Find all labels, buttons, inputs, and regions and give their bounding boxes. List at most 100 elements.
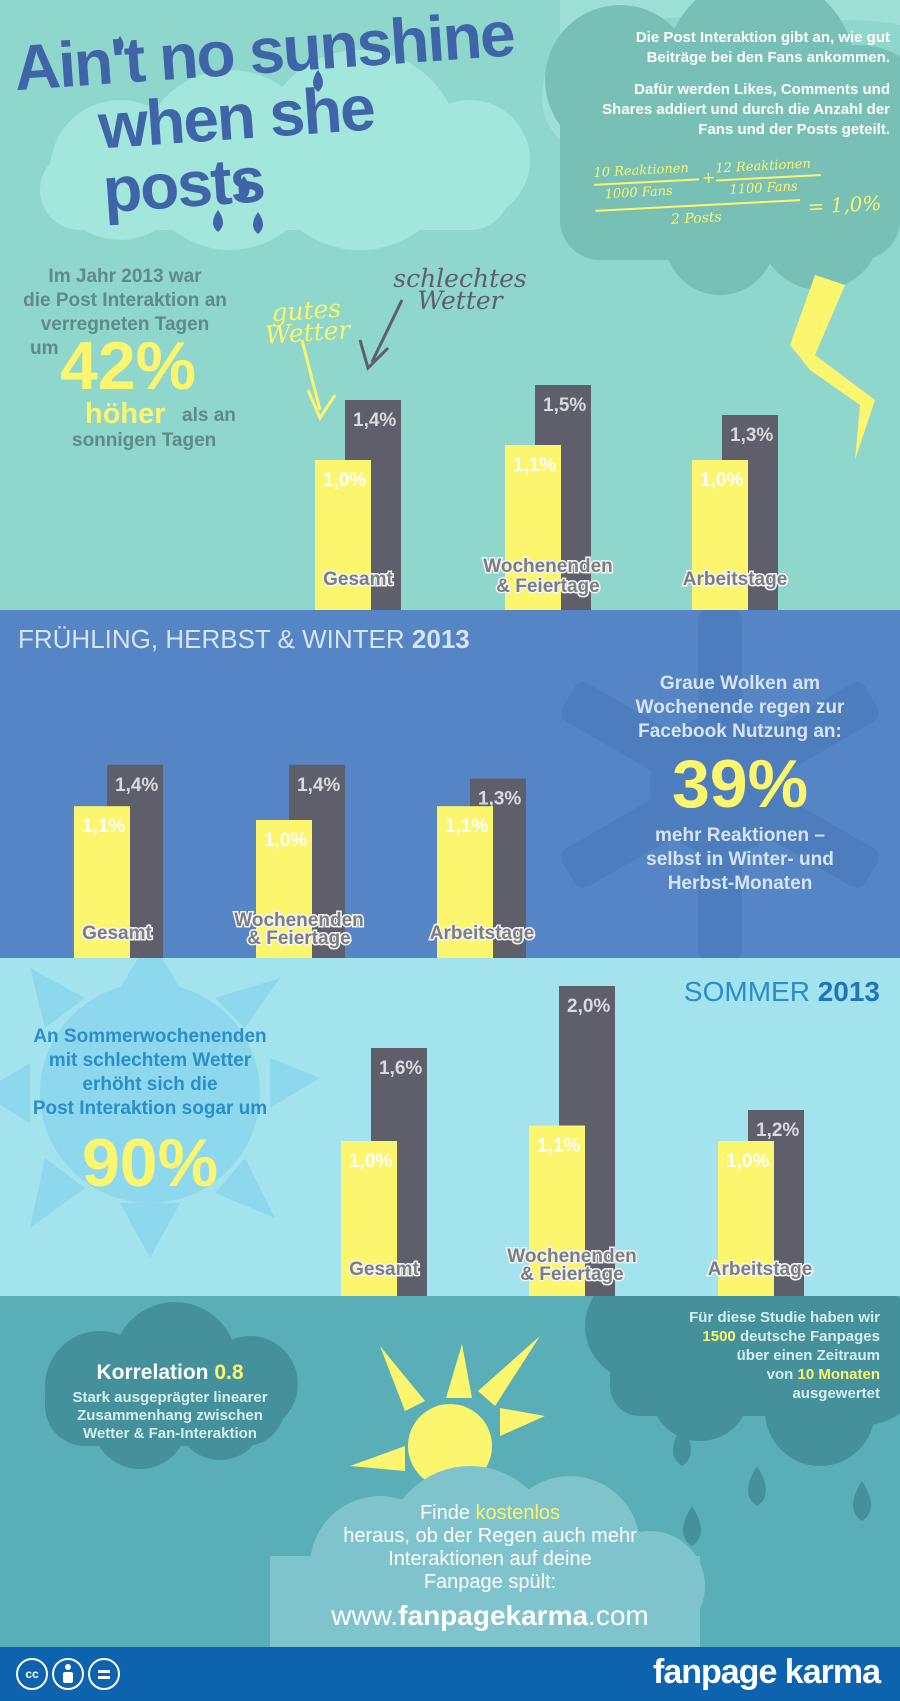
chart-spring-autumn-winter: 1,4% 1,1% Gesamt 1,4% 1,0% Wochenenden& Feier…: [74, 764, 536, 958]
bar-label-good-2: 1,0%: [726, 1151, 769, 1172]
stat-line-2: die Post Interaktion an: [23, 290, 227, 311]
study-months: 10 Monaten: [797, 1366, 880, 1383]
bar-label-bad-1: 2,0%: [567, 996, 610, 1017]
bar-label-bad-0: 1,4%: [353, 410, 396, 431]
summer-line-1: An Sommerwochenenden: [33, 1026, 267, 1047]
lightning-icon: [790, 275, 875, 460]
category-label-0: Gesamt: [323, 569, 393, 590]
bar-good-1: [256, 820, 312, 958]
study-line-3: über einen Zeitraum: [736, 1347, 880, 1364]
cta-free: kostenlos: [475, 1502, 561, 1524]
season-line-1: Graue Wolken am: [659, 673, 821, 694]
section-spring-autumn-winter: FRÜHLING, HERBST & WINTER 2013 Graue Wol…: [0, 610, 900, 958]
season-heading: FRÜHLING, HERBST & WINTER 2013: [18, 624, 470, 655]
attribution-icon: [52, 1658, 84, 1690]
correlation-label: Korrelation: [96, 1361, 209, 1384]
bar-label-bad-2: 1,3%: [478, 789, 521, 810]
website-link[interactable]: www.fanpagekarma.com: [290, 1600, 690, 1632]
intro-text: Die Post Interaktion gibt an, wie gut Be…: [585, 28, 890, 140]
intro-paragraph-2: Dafür werden Likes, Comments und Shares …: [602, 81, 890, 138]
bar-label-bad-2: 1,3%: [730, 425, 773, 446]
stat-line-1: Im Jahr 2013 war: [48, 266, 202, 287]
bar-good-1: [505, 445, 561, 610]
bar-label-good-1: 1,0%: [264, 830, 307, 851]
bar-good-0: [341, 1141, 397, 1296]
bar-good-2: [437, 806, 493, 958]
bar-label-bad-0: 1,6%: [379, 1058, 422, 1079]
url-name: fanpagekarma: [398, 1600, 589, 1631]
section-conclusion: Korrelation 0.8 Stark ausgeprägter linea…: [0, 1296, 900, 1647]
stat-big-39: 39%: [671, 746, 809, 822]
cta-text: Finde kostenlos heraus, ob der Regen auc…: [290, 1502, 690, 1594]
bar-label-good-0: 1,0%: [349, 1151, 392, 1172]
bar-label-good-0: 1,1%: [82, 816, 125, 837]
cta-line-3: Interaktionen auf deine: [388, 1548, 592, 1570]
stat-text-season: Graue Wolken am Wochenende regen zur Fac…: [590, 672, 890, 896]
annotation-arrows: [300, 299, 404, 422]
correlation-line-2: Zusammenhang zwischen: [77, 1407, 263, 1424]
stat-hoher: höher: [85, 398, 166, 430]
license-icons: cc: [16, 1658, 120, 1690]
bar-good-1: [529, 1125, 585, 1296]
bar-good-2: [718, 1141, 774, 1296]
category-label-1-1: & Feiertage: [496, 576, 599, 597]
stat-big-90: 90%: [81, 1125, 219, 1201]
season-heading-text: FRÜHLING, HERBST & WINTER: [18, 624, 405, 654]
stat-text-overall: Im Jahr 2013 war die Post Interaktion an…: [15, 265, 235, 337]
category-label-1-0: Wochenenden: [507, 1246, 637, 1267]
season-heading-year: 2013: [411, 624, 470, 654]
study-count: 1500: [702, 1328, 736, 1345]
no-derivatives-icon: [88, 1658, 120, 1690]
stat-line-3: verregneten Tagen: [40, 314, 210, 335]
sun-decoration: [0, 958, 320, 1258]
bar-good-0: [74, 806, 130, 958]
summer-heading: SOMMER 2013: [684, 976, 880, 1008]
url-tld: .com: [588, 1600, 649, 1631]
season-line-3: Facebook Nutzung an:: [638, 721, 842, 742]
cc-icon: cc: [16, 1658, 48, 1690]
study-von: von: [766, 1366, 794, 1383]
intro-paragraph-1: Die Post Interaktion gibt an, wie gut Be…: [635, 29, 890, 66]
category-label-2: Arbeitstage: [708, 1259, 813, 1280]
cta-line-4: Fanpage spült:: [423, 1571, 557, 1593]
section-summer: SOMMER 2013 An Sommerwochenenden mit sch…: [0, 958, 900, 1296]
bar-good-2: [692, 460, 748, 610]
study-line-4: ausgewertet: [792, 1385, 880, 1402]
category-label-1-1: & Feiertage: [247, 928, 350, 949]
snowflake-decoration: [561, 610, 879, 958]
summer-heading-text: SOMMER: [683, 976, 810, 1007]
category-label-2: Arbeitstage: [683, 569, 788, 590]
bar-label-bad-0: 1,4%: [115, 775, 158, 796]
study-line-1: Für diese Studie haben wir: [689, 1309, 880, 1326]
bar-label-good-2: 1,0%: [700, 470, 743, 491]
season-line-5: selbst in Winter- und: [646, 849, 834, 870]
season-line-6: Herbst-Monaten: [667, 873, 813, 894]
summer-heading-year: 2013: [817, 976, 880, 1007]
bar-label-bad-1: 1,5%: [543, 395, 586, 416]
stat-sonnigen: sonnigen Tagen: [72, 430, 217, 451]
category-label-0: Gesamt: [82, 923, 152, 944]
chart-overall: 1,4% 1,0% Gesamt 1,5% 1,1% Wochenenden& Feier…: [315, 385, 789, 610]
url-www: www.: [331, 1600, 399, 1631]
cta-line-2: heraus, ob der Regen auch mehr: [343, 1525, 637, 1547]
brand-logo: fanpage karma: [653, 1653, 881, 1691]
stat-als: als an: [182, 405, 236, 426]
correlation-line-3: Wetter & Fan-Interaktion: [83, 1425, 257, 1442]
category-label-1-0: Wochenenden: [234, 910, 364, 931]
section-overall: Ain't no sunshine when she posts Die Pos…: [0, 0, 900, 610]
study-info: Für diese Studie haben wir 1500 deutsche…: [620, 1308, 880, 1403]
category-label-1-0: Wochenenden: [483, 556, 613, 577]
category-label-1-1: & Feiertage: [520, 1264, 623, 1285]
chart-summer: 1,6% 1,0% Gesamt 2,0% 1,1% Wochenenden& Feier…: [341, 986, 814, 1296]
bar-good-0: [315, 460, 371, 610]
stat-um: um: [30, 338, 59, 359]
stat-big-42: 42%: [60, 328, 197, 404]
bar-label-bad-1: 1,4%: [297, 775, 340, 796]
summer-line-4: Post Interaktion sogar um: [32, 1098, 268, 1119]
season-line-4: mehr Reaktionen –: [655, 825, 825, 846]
footer: cc fanpage karma: [0, 1647, 900, 1701]
category-label-0: Gesamt: [349, 1259, 419, 1280]
bar-label-bad-2: 1,2%: [756, 1120, 799, 1141]
correlation-value: 0.8: [214, 1361, 244, 1384]
category-label-2: Arbeitstage: [430, 923, 535, 944]
